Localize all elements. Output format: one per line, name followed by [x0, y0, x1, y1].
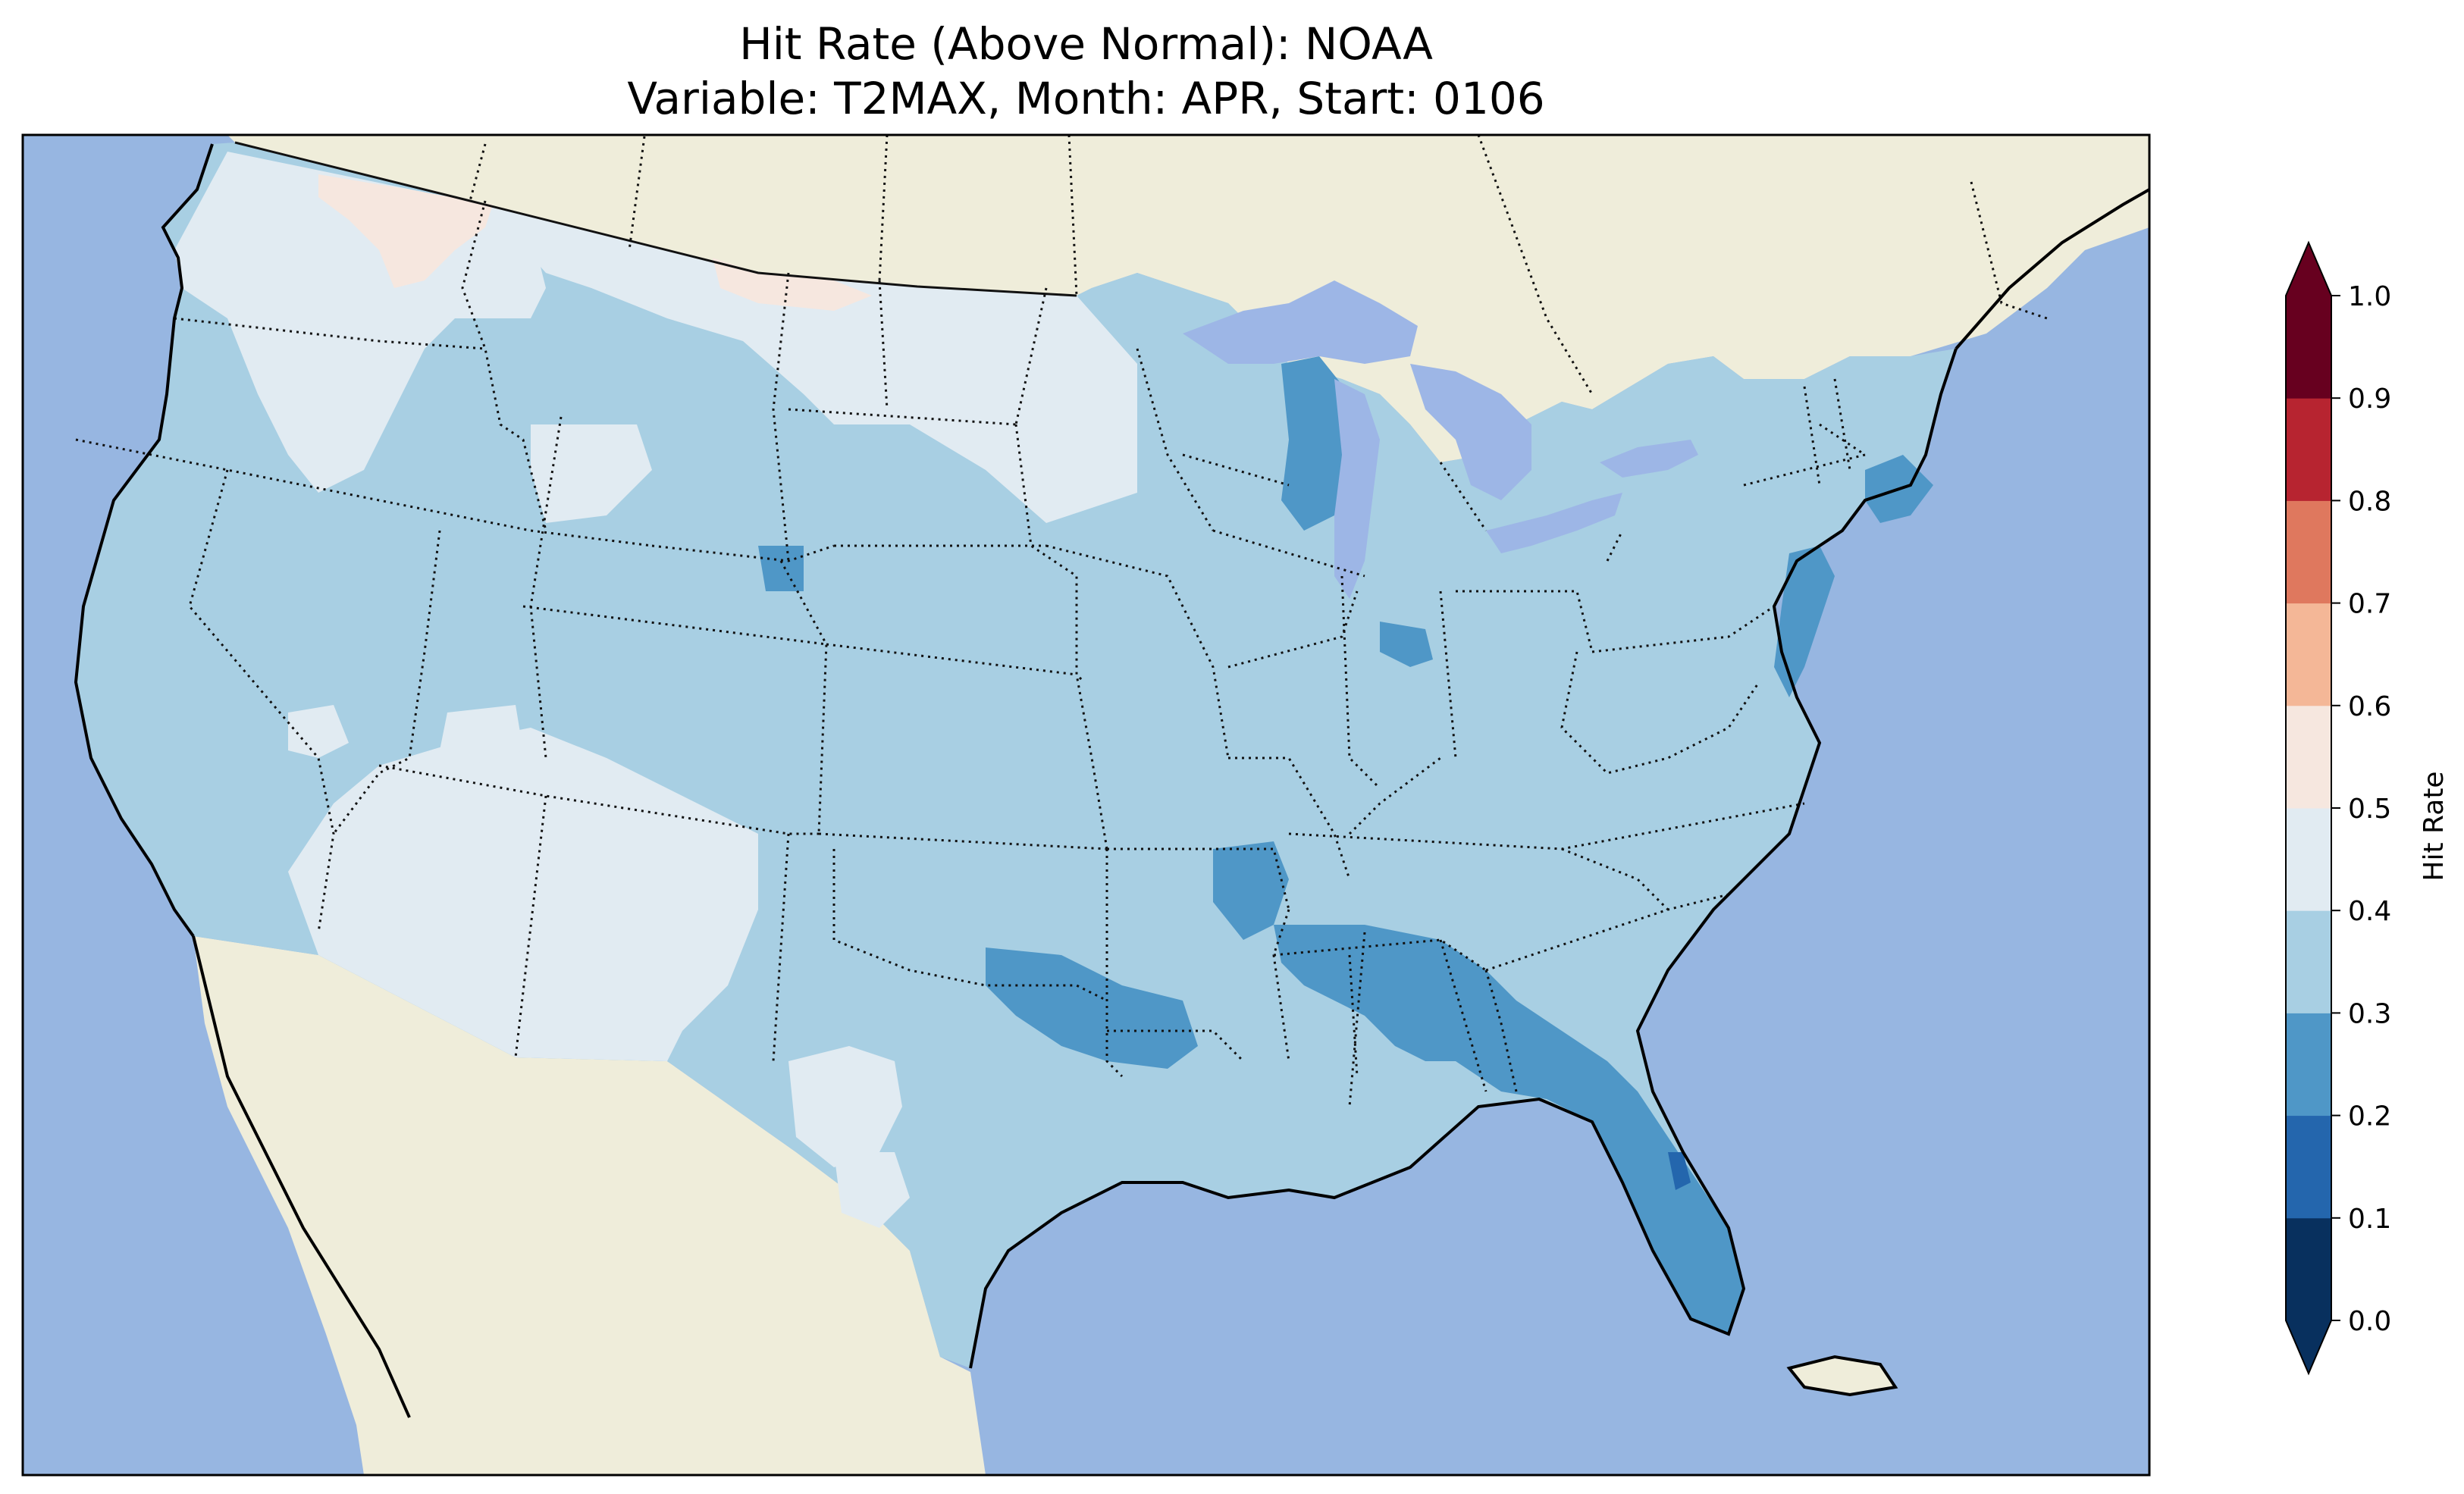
region-florida-tip: [1668, 1152, 1691, 1190]
colorbar-bin-0.8-0.9: [2286, 398, 2331, 501]
baja-peninsula: [205, 993, 440, 1417]
lake-erie: [1486, 493, 1622, 553]
colorbar-bin-0.7-0.8: [2286, 500, 2331, 604]
canada-border: [234, 141, 1077, 297]
canada-land: [227, 135, 2149, 462]
colorbar-bin-0.4-0.5: [2286, 808, 2331, 911]
colorbar-tick-label: 0.8: [2348, 486, 2391, 517]
state-borders: [75, 200, 1866, 1107]
lake-michigan: [1334, 379, 1380, 599]
colorbar-tick-label: 0.9: [2348, 384, 2391, 415]
province-borders: [469, 135, 2048, 395]
coastlines: [74, 143, 2149, 1418]
region-michigan-interior: [1380, 622, 1433, 667]
region-utah-pocket: [440, 705, 523, 766]
lake-ontario: [1600, 440, 1698, 478]
colorbar-tick-label: 0.7: [2348, 589, 2391, 620]
title-line-2: Variable: T2MAX, Month: APR, Start: 0106: [627, 73, 1545, 124]
colorbar-tick-label: 0.3: [2348, 998, 2391, 1029]
colorbar-bin-0.2-0.3: [2286, 1013, 2331, 1117]
region-nevada-pocket: [288, 705, 349, 758]
colorbar-bin-0.1-0.2: [2286, 1115, 2331, 1219]
region-lake-michigan-shore: [1281, 356, 1350, 531]
lake-huron: [1410, 364, 1531, 500]
colorbar-extend-max: [2286, 243, 2331, 296]
colorbar-tick-label: 0.1: [2348, 1204, 2391, 1235]
colorbar-tick-label: 1.0: [2348, 281, 2391, 312]
region-west-texas-pocket: [788, 1046, 902, 1167]
colorbar-tick-label: 0.6: [2348, 691, 2391, 722]
colorbar-bin-0.5-0.6: [2286, 705, 2331, 809]
region-mid-atlantic-coast: [1774, 546, 1835, 697]
region-montana-idaho-border: [318, 174, 493, 288]
region-texas-south-pocket: [834, 1152, 910, 1228]
colorbar-tick-label: 0.5: [2348, 794, 2391, 825]
region-north-texas-oklahoma: [986, 947, 1198, 1069]
colorbar-bin-0.0-0.1: [2286, 1217, 2331, 1321]
colorbar-extend-min: [2286, 1320, 2331, 1373]
colorbar-label: Hit Rate: [2419, 771, 2450, 881]
region-northern-rockies: [485, 205, 1137, 523]
title-line-1: Hit Rate (Above Normal): NOAA: [739, 18, 1433, 70]
lake-superior: [1183, 280, 1418, 364]
region-arkansas-missouri: [1213, 841, 1289, 940]
colorbar-tick-label: 0.2: [2348, 1101, 2391, 1132]
colorbar-bin-0.6-0.7: [2286, 603, 2331, 706]
colorbar-tick-label: 0.4: [2348, 896, 2391, 927]
colorbar-bin-0.3-0.4: [2286, 910, 2331, 1013]
map-frame: [21, 133, 2151, 1477]
map-title: Hit Rate (Above Normal): NOAA Variable: …: [23, 17, 2149, 126]
colorbar-bin-0.9-1.0: [2286, 296, 2331, 399]
region-southwest: [288, 728, 758, 1061]
region-gulf-coast-southeast: [1274, 925, 1744, 1334]
cuba-land: [1789, 1357, 1895, 1395]
colorbar-tick-label: 0.0: [2348, 1306, 2391, 1337]
region-wyoming-pocket: [531, 424, 652, 523]
